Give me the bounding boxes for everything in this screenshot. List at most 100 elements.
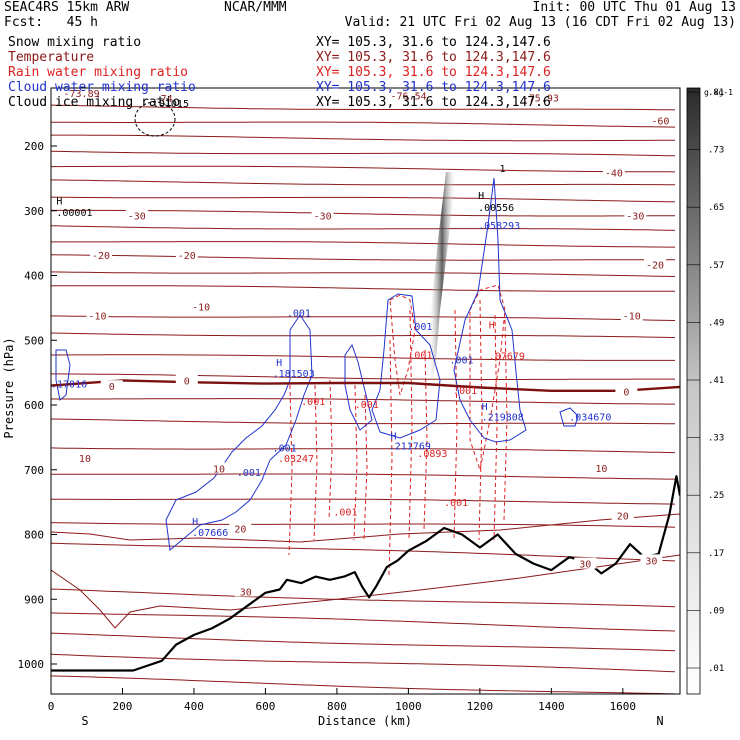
isotherm-label-bg — [190, 300, 213, 312]
isotherm-label-bg — [611, 509, 634, 521]
isotherm-label-bg — [90, 248, 113, 260]
isotherm-label-bg — [602, 166, 625, 178]
maximum-marker: H — [391, 431, 397, 442]
isotherm — [51, 513, 680, 543]
y-tick-label: 1000 — [18, 658, 45, 671]
field-name-snow: Snow mixing ratio — [8, 35, 142, 50]
isotherm-label: -10 — [192, 303, 210, 314]
field-name-temperature: Temperature — [8, 50, 95, 65]
cloud-water-contours — [55, 177, 579, 551]
rain-contour — [469, 284, 506, 472]
extremum-value: .181503 — [273, 369, 315, 380]
maximum-marker: H — [478, 191, 484, 202]
colorbar-unit: g kg-1 — [704, 88, 733, 97]
isotherm-label-bg — [175, 248, 198, 260]
isotherm-label-bg — [640, 554, 663, 566]
cloud-water-contour — [344, 343, 373, 431]
isotherm — [51, 225, 676, 231]
cloud-water-contour — [559, 407, 579, 427]
isotherm-label: 30 — [645, 556, 657, 567]
extremum-value: .001 — [408, 322, 432, 333]
extremum-value: .07679 — [489, 352, 525, 363]
isotherm-label: -30 — [314, 211, 332, 222]
rain-water-contours — [288, 284, 508, 576]
isotherm-label: -10 — [623, 312, 641, 323]
isotherm-label: 20 — [234, 525, 246, 536]
freezing-level — [51, 379, 680, 392]
extremum-value: .07666 — [192, 528, 228, 539]
isotherm — [51, 209, 676, 217]
extremum-value: .211769 — [389, 442, 431, 453]
x-axis-left-end-label: S — [81, 714, 88, 728]
x-tick-label: 800 — [327, 700, 347, 713]
rain-contour — [353, 384, 358, 541]
isotherm-label: 10 — [595, 464, 607, 475]
isotherm — [51, 241, 675, 248]
init-time: Init: 00 UTC Thu 01 Aug 13 — [532, 0, 737, 15]
colorbar-tick-label: .09 — [708, 606, 724, 616]
isotherm-label-bg — [125, 209, 148, 221]
isotherm-label: 30 — [240, 587, 252, 598]
rain-contour — [478, 299, 483, 541]
isotherm — [51, 473, 675, 480]
isotherm — [51, 447, 676, 454]
isotherm — [51, 373, 675, 380]
isotherm — [51, 104, 676, 111]
x-tick-label: 1000 — [395, 700, 422, 713]
isotherm-label: -20 — [178, 251, 196, 262]
maximum-marker: H — [489, 321, 495, 332]
colorbar-tick-label: .41 — [708, 376, 724, 386]
x-axis-label: Distance (km) — [318, 714, 412, 728]
isotherm-label-bg — [100, 380, 123, 392]
isotherm-label-bg — [615, 385, 638, 397]
maximum-marker: H — [56, 196, 62, 207]
isotherm — [51, 522, 676, 528]
isotherm — [51, 554, 680, 629]
colorbar: g kg-1 .01 .09 .17 .25 .33 .41 .49 .57 .65 .73 .81 — [686, 87, 733, 695]
field-xy-cloud-water: XY= 105.3, 31.6 to 124.3,147.6 — [316, 80, 551, 95]
field-name-cloud-water: Cloud water mixing ratio — [8, 80, 196, 95]
isotherm-label: 0 — [623, 387, 629, 398]
extremum-value: .03247 — [278, 454, 314, 465]
isotherm-label: 20 — [617, 512, 629, 523]
field-name-cloud-ice: Cloud ice mixing ratio — [8, 95, 181, 110]
isotherm-label-bg — [643, 258, 666, 270]
y-tick-label: 900 — [24, 593, 44, 606]
temperature-isotherms — [51, 104, 680, 694]
extremum-value: .00556 — [478, 203, 514, 214]
y-tick-label: 800 — [24, 529, 44, 542]
x-axis-right-end-label: N — [656, 714, 663, 728]
extremum-value: .001 — [408, 350, 432, 361]
isotherm-label-bg — [73, 452, 96, 464]
terrain-profile — [51, 475, 680, 672]
field-name-rain: Rain water mixing ratio — [8, 65, 189, 80]
colorbar-tick-label: .49 — [708, 318, 724, 328]
x-tick-label: 1200 — [467, 700, 494, 713]
isotherm-label-bg — [574, 557, 597, 569]
cloud-water-contour — [165, 314, 313, 551]
isotherm-labels: -60 -40 -30 -30 -30 -20 -20 -20 -10 -10 -10 0 0 0 10 10… — [73, 114, 672, 598]
freezing-level-line — [51, 379, 680, 392]
cloud-ice-contour — [134, 101, 176, 137]
rain-contour — [423, 349, 428, 531]
y-axis: 200 300 400 500 600 700 800 900 1000 — [18, 140, 57, 671]
isotherm — [51, 354, 675, 361]
rain-contour — [313, 384, 318, 541]
isotherm-label-bg — [86, 309, 109, 321]
isotherm — [51, 121, 676, 128]
maximum-marker: H — [482, 402, 488, 413]
x-tick-label: 1400 — [538, 700, 565, 713]
extremum-value: .001 — [273, 444, 297, 455]
extremum-value: -74 — [155, 94, 173, 105]
rain-contour — [493, 314, 498, 541]
extremum-value: .001 — [444, 498, 468, 509]
rain-contour — [408, 309, 413, 541]
rain-contour — [389, 294, 416, 396]
y-tick-label: 600 — [24, 399, 44, 412]
isotherm-label-bg — [207, 462, 230, 474]
rain-contour — [363, 394, 368, 541]
extremum-value: .001 — [237, 468, 261, 479]
isotherm — [51, 271, 676, 277]
isotherm — [51, 418, 676, 425]
colorbar-tick-label: .81 — [708, 88, 724, 98]
